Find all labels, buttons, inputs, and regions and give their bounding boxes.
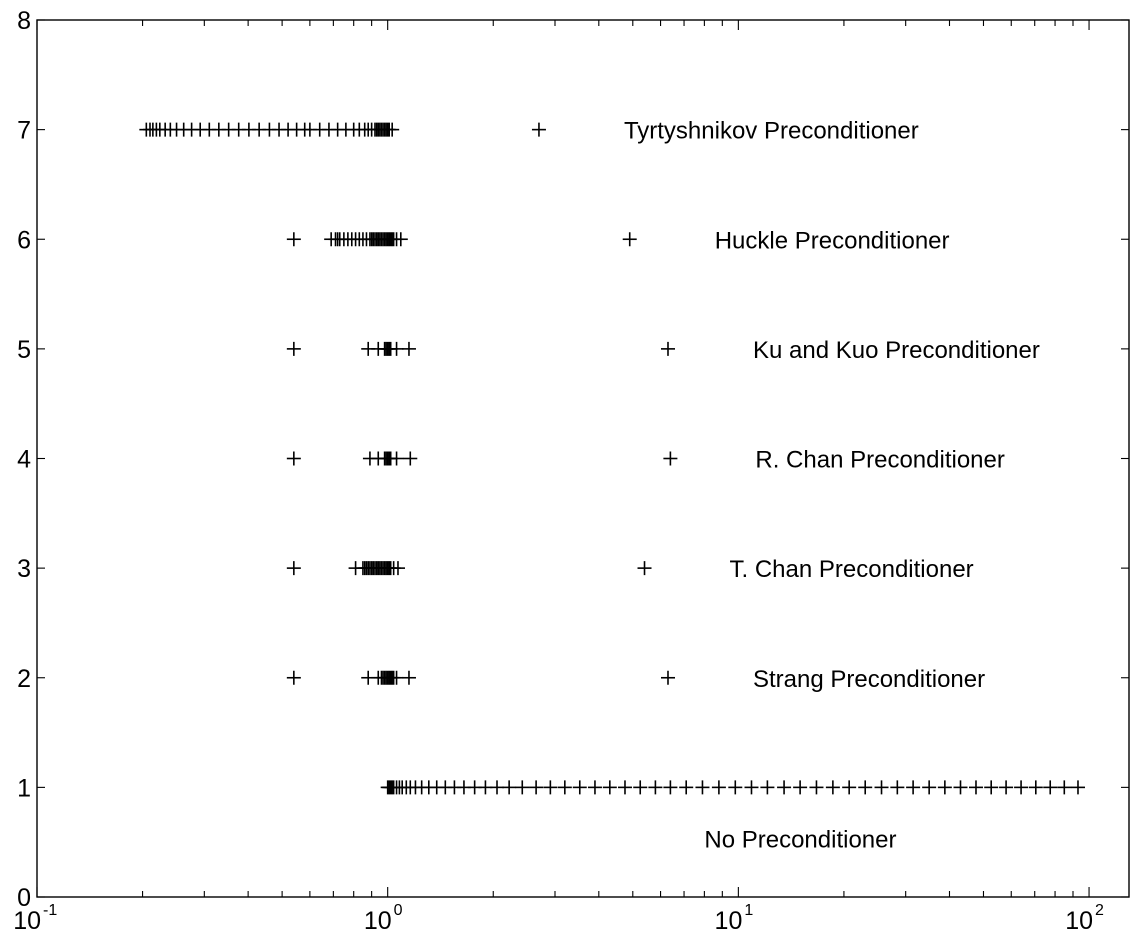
data-point [999,780,1014,795]
data-point [531,122,546,137]
data-point [490,780,505,795]
y-tick-label: 2 [17,665,31,693]
data-point [543,780,558,795]
data-point [617,780,632,795]
data-point [622,232,637,247]
series-label: R. Chan Preconditioner [755,447,1004,474]
y-tick-label: 6 [17,226,31,254]
data-point [572,780,587,795]
data-point [286,561,301,576]
data-point [793,780,808,795]
data-point [1070,780,1085,795]
x-tick-label-base: 10 [364,907,392,935]
x-tick-label-exponent: 1 [744,902,753,919]
series-label: T. Chan Preconditioner [730,556,974,583]
data-point [953,780,968,795]
data-point [390,561,405,576]
series-label: Ku and Kuo Preconditioner [753,337,1040,364]
axis-ticks [36,19,1129,898]
series-label: No Preconditioner [704,826,896,853]
x-tick-label-base: 10 [13,907,41,935]
data-point [660,670,675,685]
data-point [906,780,921,795]
data-point [890,780,905,795]
data-markers [139,122,1085,795]
x-tick-label-base: 10 [1065,907,1093,935]
data-point [825,780,840,795]
data-point [286,670,301,685]
data-point [858,780,873,795]
data-point [587,780,602,795]
data-point [286,232,301,247]
y-tick-label: 7 [17,117,31,145]
data-point [648,780,663,795]
data-point [1043,780,1058,795]
data-point [403,451,418,466]
series-label: Tyrtyshnikov Preconditioner [624,118,919,145]
data-point [389,341,404,356]
data-point [777,780,792,795]
data-point [984,780,999,795]
data-point [633,780,648,795]
data-point [286,451,301,466]
data-point [401,670,416,685]
y-tick-label: 8 [17,7,31,35]
y-tick-label: 5 [17,336,31,364]
series-label: Huckle Preconditioner [715,227,950,254]
x-tick-label-exponent: 2 [1095,902,1104,919]
y-tick-label: 1 [17,774,31,802]
data-point [529,780,544,795]
data-point [922,780,937,795]
series-labels: No Preconditioner Strang Preconditioner T.… [624,118,1040,854]
y-tick-label: 0 [17,884,31,912]
data-point [874,780,889,795]
data-point [637,561,652,576]
data-point [286,341,301,356]
data-point [515,780,530,795]
data-point [389,670,404,685]
data-point [760,780,775,795]
y-tick-label: 4 [17,446,31,474]
series-label: Strang Preconditioner [753,666,985,693]
data-point [1014,780,1029,795]
data-point [393,232,408,247]
data-point [602,780,617,795]
data-point [937,780,952,795]
data-point [401,341,416,356]
y-tick-label: 3 [17,555,31,583]
data-point [663,451,678,466]
data-point [968,780,983,795]
data-point [502,780,517,795]
x-tick-label-base: 10 [715,907,743,935]
x-tick-label-exponent: 0 [394,902,403,919]
data-point [660,341,675,356]
data-point [809,780,824,795]
data-point [711,780,726,795]
data-point [1028,780,1043,795]
data-point [389,451,404,466]
data-point [695,780,710,795]
data-point [1057,780,1072,795]
data-point [557,780,572,795]
data-point [842,780,857,795]
data-point [744,780,759,795]
data-point [679,780,694,795]
data-point [663,780,678,795]
x-tick-label-exponent: -1 [43,902,57,919]
data-point [385,122,400,137]
data-point [728,780,743,795]
